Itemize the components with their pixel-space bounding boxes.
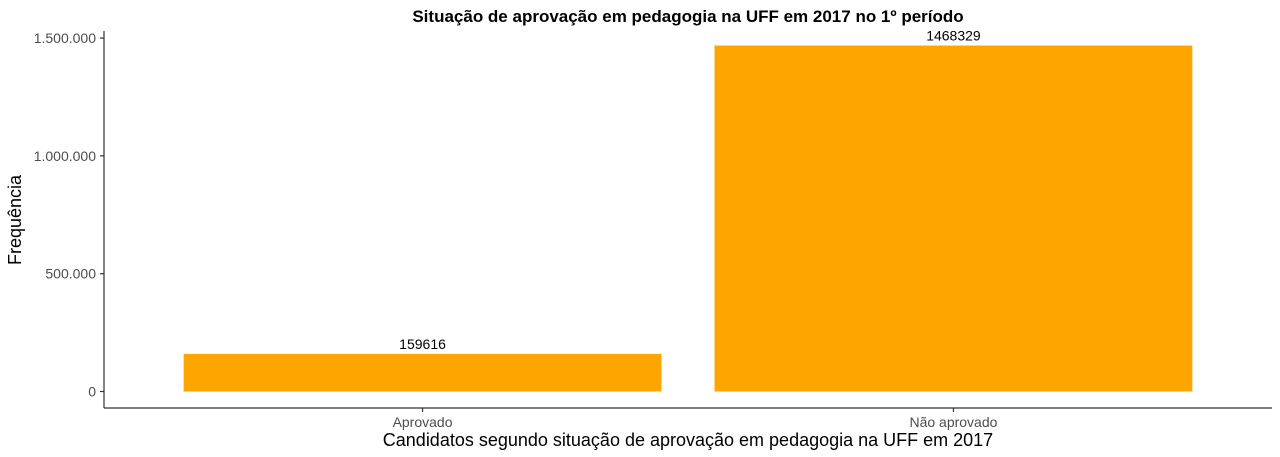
bars-group — [183, 45, 1193, 392]
x-tick-label-aprovado: Aprovado — [393, 414, 453, 430]
x-axis-title: Candidatos segundo situação de aprovação… — [383, 430, 993, 450]
data-labels-group: 159616 1468329 — [399, 28, 981, 352]
y-tick-label-2: 1.000.000 — [34, 148, 96, 164]
x-tick-label-nao-aprovado: Não aprovado — [909, 414, 997, 430]
y-tick-label-3: 1.500.000 — [34, 30, 96, 46]
bar-nao-aprovado — [714, 45, 1193, 392]
y-axis-title: Frequência — [5, 174, 25, 265]
y-axis-ticks: 0 500.000 1.000.000 1.500.000 — [34, 30, 104, 400]
bar-aprovado — [183, 353, 662, 392]
data-label-nao-aprovado: 1468329 — [926, 28, 981, 44]
y-tick-label-0: 0 — [88, 384, 96, 400]
y-tick-label-1: 500.000 — [45, 266, 96, 282]
data-label-aprovado: 159616 — [399, 336, 446, 352]
x-axis-ticks: Aprovado Não aprovado — [393, 408, 998, 430]
chart-title: Situação de aprovação em pedagogia na UF… — [412, 7, 963, 26]
